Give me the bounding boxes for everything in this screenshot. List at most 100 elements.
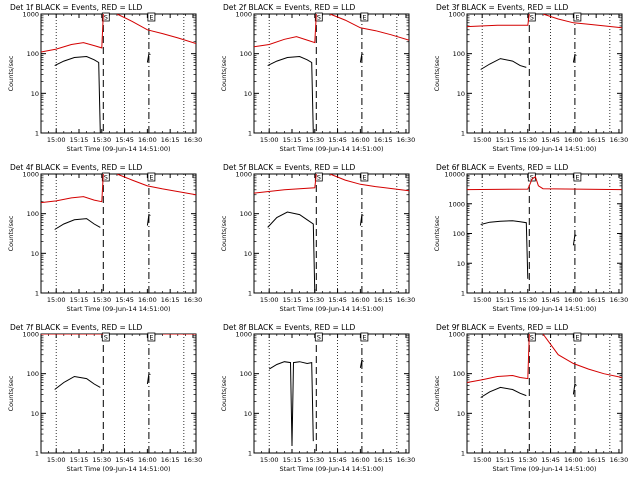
x-tick-label: 16:00: [564, 296, 583, 304]
x-tick-label: 16:15: [374, 136, 393, 144]
x-tick-label: 16:00: [351, 296, 370, 304]
x-axis-label: Start Time (09-Jun-14 14:51:00): [493, 145, 597, 153]
chart-title: Det 8f BLACK = Events, RED = LLD: [223, 323, 356, 332]
x-tick-label: 16:15: [161, 456, 180, 464]
y-tick-label: 1000: [448, 331, 465, 339]
y-tick-label: 100: [453, 230, 465, 238]
x-tick-label: 16:15: [374, 456, 393, 464]
y-axis-label: Counts/sec: [433, 55, 441, 91]
x-tick-label: 15:15: [283, 296, 302, 304]
series-line-events: [572, 234, 577, 246]
x-tick-label: 15:30: [518, 456, 537, 464]
series-line-events: [480, 58, 527, 70]
marker-box: [573, 332, 582, 342]
marker-label: E: [149, 174, 153, 182]
y-tick-label: 100: [27, 370, 39, 378]
plot-frame: [466, 333, 623, 454]
chart-panel-9: Det 9f BLACK = Events, RED = LLD 1 10 100 10…: [433, 323, 628, 473]
x-tick-label: 16:00: [138, 456, 157, 464]
chart-panel-8: Det 8f BLACK = Events, RED = LLD 1 10 100 10…: [220, 323, 415, 473]
y-tick-label: 1000: [235, 331, 252, 339]
marker-label: E: [575, 174, 579, 182]
plot-frame: [40, 333, 197, 454]
series-line-events: [146, 213, 151, 226]
y-tick-label: 10: [244, 250, 252, 258]
y-tick-label: 10: [457, 90, 465, 98]
y-tick-label: 100: [240, 50, 252, 58]
series-line-events: [54, 218, 101, 230]
x-tick-label: 16:15: [587, 456, 606, 464]
marker-box: [360, 172, 369, 182]
x-tick-label: 16:30: [610, 296, 629, 304]
chart-panel-4: Det 4f BLACK = Events, RED = LLD 1 10 100 10…: [7, 163, 202, 313]
x-tick-label: 15:00: [473, 456, 492, 464]
x-tick-label: 15:30: [92, 136, 111, 144]
marker-box: [573, 172, 582, 182]
y-tick-label: 10: [457, 410, 465, 418]
x-tick-label: 15:45: [115, 296, 134, 304]
marker-label: E: [575, 334, 579, 342]
y-tick-label: 1000: [448, 11, 465, 19]
marker-label: S: [317, 174, 321, 182]
series-line-lld: [41, 14, 104, 53]
y-tick-label: 100: [240, 370, 252, 378]
x-tick-label: 15:00: [47, 136, 66, 144]
marker-box: [314, 172, 323, 182]
plot-frame: [253, 173, 410, 294]
x-tick-label: 15:45: [541, 136, 560, 144]
series-line-events: [54, 375, 101, 390]
y-tick-label: 100: [240, 210, 252, 218]
x-tick-label: 15:15: [70, 456, 89, 464]
y-tick-label: 10: [457, 260, 465, 268]
x-tick-label: 16:00: [351, 136, 370, 144]
x-tick-label: 15:30: [305, 136, 324, 144]
x-tick-label: 15:45: [115, 456, 134, 464]
chart-title: Det 1f BLACK = Events, RED = LLD: [10, 3, 143, 12]
marker-label: E: [149, 14, 153, 22]
marker-box: [101, 332, 110, 342]
x-tick-label: 16:00: [351, 456, 370, 464]
marker-label: S: [317, 14, 321, 22]
y-tick-label: 1: [35, 450, 39, 458]
series-line-lld: [254, 174, 317, 194]
y-axis-label: Counts/sec: [220, 215, 228, 251]
marker-label: S: [104, 14, 108, 22]
x-tick-label: 15:45: [328, 136, 347, 144]
plot-frame: [253, 13, 410, 134]
y-tick-label: 1: [461, 130, 465, 138]
x-tick-label: 16:00: [564, 136, 583, 144]
y-tick-label: 100: [27, 210, 39, 218]
x-tick-label: 16:30: [397, 136, 416, 144]
x-tick-label: 15:00: [260, 136, 279, 144]
y-tick-label: 1: [248, 130, 252, 138]
x-axis-label: Start Time (09-Jun-14 14:51:00): [493, 305, 597, 313]
y-tick-label: 1: [248, 450, 252, 458]
marker-label: S: [530, 334, 534, 342]
x-tick-label: 15:30: [518, 136, 537, 144]
series-line-events: [267, 211, 316, 293]
marker-label: E: [362, 334, 366, 342]
chart-panel-6: Det 6f BLACK = Events, RED = LLD 1 10 100 10…: [433, 163, 628, 313]
y-axis-label: Counts/sec: [433, 215, 441, 251]
chart-title: Det 2f BLACK = Events, RED = LLD: [223, 3, 356, 12]
x-tick-label: 16:00: [138, 136, 157, 144]
plot-frame: [466, 13, 623, 134]
series-line-events: [359, 359, 364, 368]
chart-panel-7: Det 7f BLACK = Events, RED = LLD 1 10 100 10…: [7, 323, 202, 473]
series-line-lld: [329, 174, 409, 192]
x-tick-label: 15:00: [473, 136, 492, 144]
series-line-events: [480, 220, 529, 279]
x-tick-label: 16:30: [610, 136, 629, 144]
x-tick-label: 15:00: [47, 296, 66, 304]
marker-box: [314, 332, 323, 342]
marker-box: [527, 12, 536, 22]
chart-title: Det 7f BLACK = Events, RED = LLD: [10, 323, 143, 332]
x-tick-label: 15:30: [92, 456, 111, 464]
series-line-lld: [467, 334, 530, 383]
x-tick-label: 16:00: [564, 456, 583, 464]
series-line-lld: [542, 334, 622, 378]
x-tick-label: 15:45: [541, 296, 560, 304]
x-tick-label: 16:00: [138, 296, 157, 304]
y-tick-label: 1000: [235, 11, 252, 19]
marker-label: E: [362, 174, 366, 182]
